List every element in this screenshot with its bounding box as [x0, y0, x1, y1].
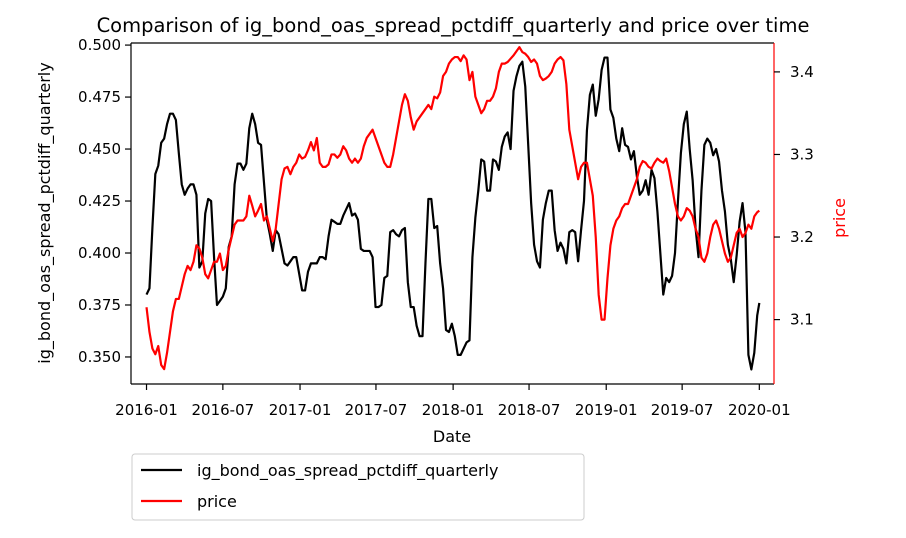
- series-layer: [145, 46, 761, 371]
- y-tick-label: 0.350: [78, 348, 121, 366]
- x-tick-label: 2016-01: [115, 401, 178, 419]
- legend: ig_bond_oas_spread_pctdiff_quarterly pri…: [131, 453, 585, 521]
- x-tick-label: 2017-07: [345, 401, 408, 419]
- y-tick-label: 0.425: [78, 192, 121, 210]
- legend-label-spread: ig_bond_oas_spread_pctdiff_quarterly: [197, 461, 498, 481]
- legend-box: [131, 453, 585, 521]
- y-tick-label: 0.375: [78, 296, 121, 314]
- y-tick-label: 0.400: [78, 244, 121, 262]
- legend-label-price: price: [197, 492, 237, 511]
- y2-tick-label: 3.1: [790, 311, 814, 329]
- chart-title: Comparison of ig_bond_oas_spread_pctdiff…: [97, 14, 810, 37]
- x-tick-label: 2020-01: [728, 401, 791, 419]
- x-tick-label: 2018-01: [422, 401, 485, 419]
- x-axis-ticks: 2016-01 2016-07 2017-01 2017-07 2018-01 2018-…: [115, 384, 791, 419]
- x-axis-label: Date: [433, 427, 471, 446]
- y-axis-ticks: 0.350 0.375 0.400 0.425 0.450 0.475 0.500: [78, 36, 131, 366]
- y2-tick-label: 3.3: [790, 145, 814, 163]
- y2-tick-label: 3.4: [790, 63, 814, 81]
- y2-tick-label: 3.2: [790, 228, 814, 246]
- y2-axis-ticks: 3.1 3.2 3.3 3.4: [774, 63, 814, 329]
- x-tick-label: 2016-07: [192, 401, 255, 419]
- y-tick-label: 0.450: [78, 140, 121, 158]
- series-line-spread: [145, 56, 761, 371]
- x-tick-label: 2018-07: [498, 401, 561, 419]
- x-tick-label: 2017-01: [269, 401, 332, 419]
- x-tick-label: 2019-07: [651, 401, 714, 419]
- y-tick-label: 0.500: [78, 36, 121, 54]
- y-tick-label: 0.475: [78, 88, 121, 106]
- y2-axis-label: price: [830, 198, 849, 238]
- x-tick-label: 2019-01: [575, 401, 638, 419]
- series-line-price: [145, 46, 760, 371]
- y-axis-label: ig_bond_oas_spread_pctdiff_quarterly: [35, 62, 55, 363]
